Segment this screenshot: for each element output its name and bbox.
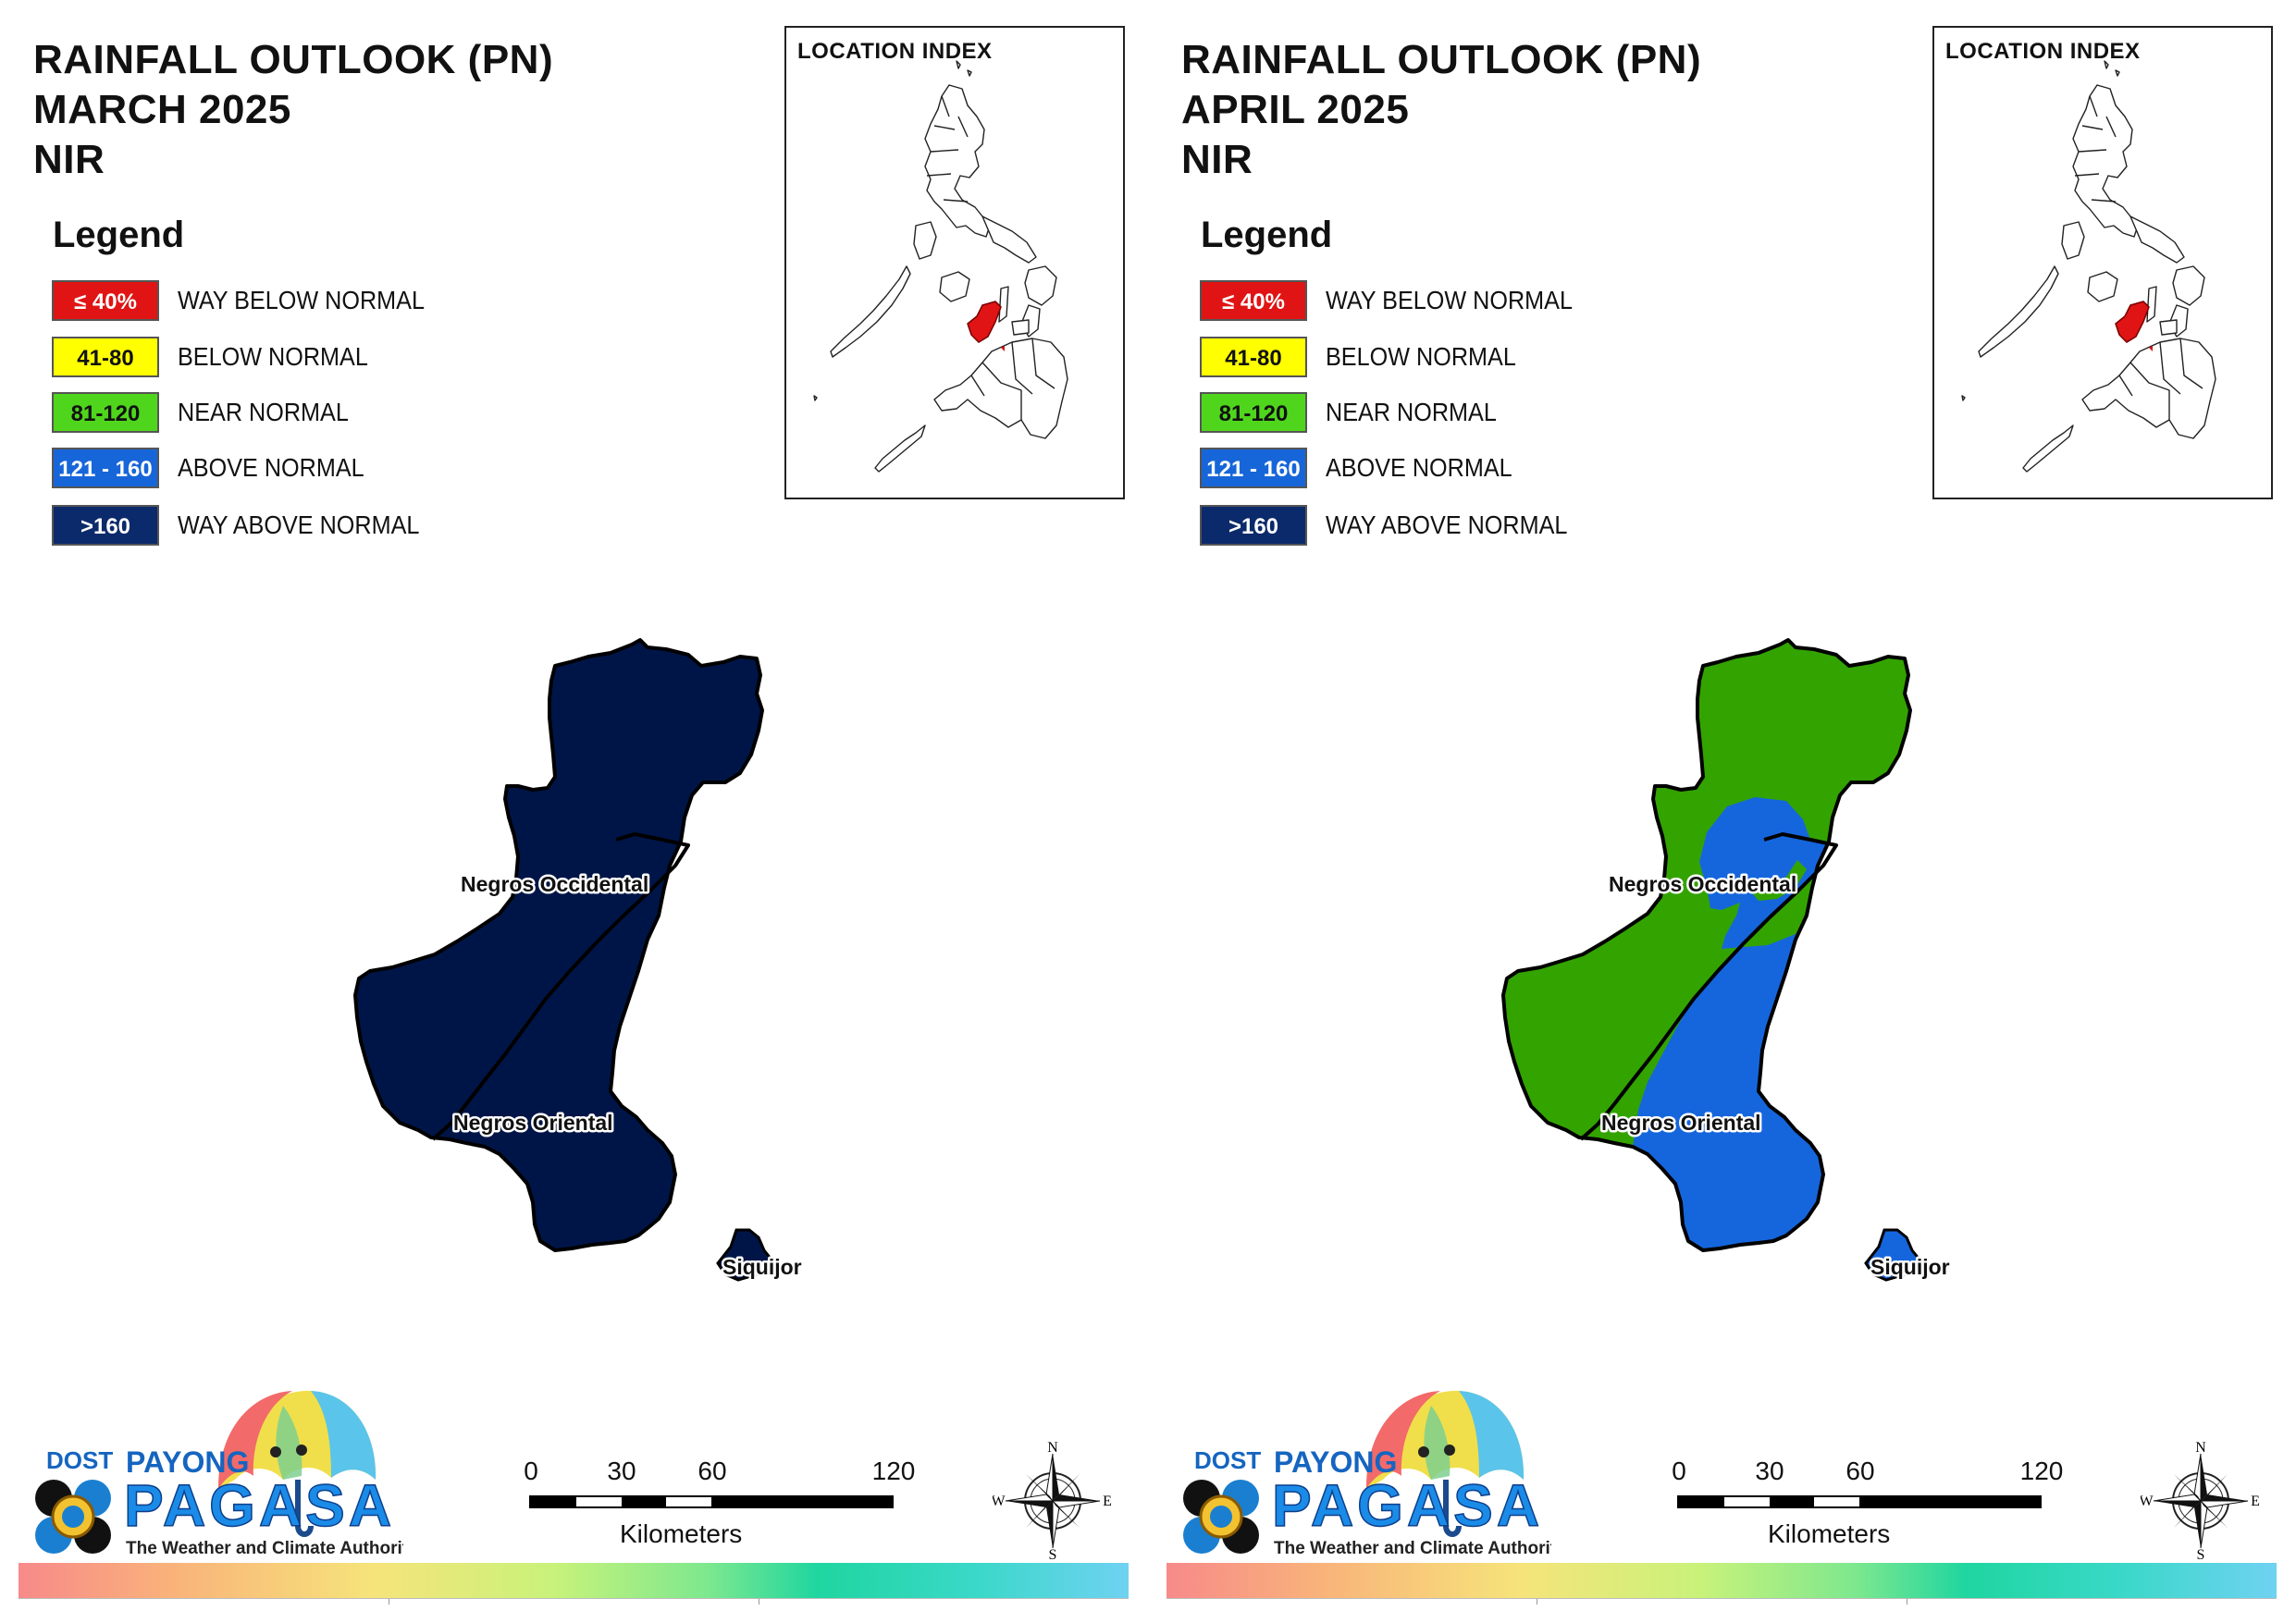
label-negros-occidental: Negros Occidental — [461, 872, 648, 896]
compass-e: E — [1103, 1494, 1112, 1509]
legend-swatch: 81-120 — [1200, 392, 1307, 433]
map-title-region: NIR — [33, 137, 105, 182]
scale-tick-120: 120 — [871, 1457, 916, 1485]
map-title-month: MARCH 2025 — [33, 87, 291, 132]
map-title: RAINFALL OUTLOOK (PN) MARCH 2025 NIR — [33, 35, 553, 185]
compass-n: N — [2195, 1441, 2206, 1456]
compass-e: E — [2251, 1494, 2260, 1509]
legend-title: Legend — [53, 215, 185, 255]
legend-title: Legend — [1201, 215, 1333, 255]
legend-swatch: 41-80 — [52, 337, 159, 377]
scale-tick-0: 0 — [1672, 1457, 1686, 1485]
legend-label: WAY ABOVE NORMAL — [178, 510, 420, 539]
philippines-index-map — [813, 60, 1068, 473]
compass-s: S — [1049, 1547, 1057, 1561]
location-index-title: LOCATION INDEX — [1945, 39, 2141, 64]
legend-label: WAY ABOVE NORMAL — [1326, 510, 1568, 539]
strip-ticks — [19, 1598, 1129, 1605]
scale-bar: 0 30 60 120 Kilometers — [518, 1457, 944, 1558]
outlook-panel-april: RAINFALL OUTLOOK (PN) APRIL 2025 NIR Leg… — [1148, 0, 2296, 1623]
legend-label: WAY BELOW NORMAL — [1326, 286, 1573, 314]
legend-label: NEAR NORMAL — [1326, 398, 1497, 426]
compass-rose-icon: N E S W — [2141, 1441, 2260, 1561]
compass-s: S — [2197, 1547, 2205, 1561]
rainfall-region-primary — [355, 640, 762, 1250]
logo-brand-line2: PAGASA — [124, 1472, 395, 1539]
payong-pagasa-logo: DOST PAYONG PAGASA The Weather and Clima… — [33, 1387, 418, 1563]
logo-brand-line1: PAYONG — [126, 1445, 249, 1479]
legend-swatch: >160 — [52, 505, 159, 546]
logo-agency: DOST — [46, 1446, 113, 1474]
scale-tick-30: 30 — [607, 1457, 636, 1485]
scale-segments — [1677, 1495, 2042, 1508]
logo-agency: DOST — [1194, 1446, 1261, 1474]
label-siquijor: Siquijor — [1870, 1255, 1950, 1279]
rainfall-region-secondary — [1633, 797, 1851, 1250]
legend-swatch: 121 - 160 — [52, 448, 159, 488]
logo-graphic: DOST PAYONG PAGASA The Weather and Clima… — [1183, 1390, 1566, 1558]
map-title-line1: RAINFALL OUTLOOK (PN) — [1181, 37, 1702, 82]
scale-tick-60: 60 — [1845, 1457, 1875, 1485]
legend-label: NEAR NORMAL — [178, 398, 349, 426]
compass-n: N — [1047, 1441, 1058, 1456]
legend-swatch: 81-120 — [52, 392, 159, 433]
logo-tagline: The Weather and Climate Authority — [1274, 1539, 1551, 1558]
outlook-panel-march: RAINFALL OUTLOOK (PN) MARCH 2025 NIR Leg… — [19, 26, 1129, 1605]
legend-label: WAY BELOW NORMAL — [178, 286, 425, 314]
provincial-boundary — [431, 832, 690, 1141]
location-index: LOCATION INDEX — [1932, 26, 2273, 499]
label-negros-oriental: Negros Oriental — [453, 1111, 613, 1135]
siquijor-island — [716, 1228, 773, 1282]
provincial-boundary — [1579, 832, 1838, 1141]
scale-tick-120: 120 — [2019, 1457, 2064, 1485]
nir-highlight — [2115, 301, 2150, 343]
label-negros-oriental: Negros Oriental — [1601, 1111, 1761, 1135]
scale-tick-60: 60 — [697, 1457, 727, 1485]
rainfall-map: Negros Occidental Negros Oriental Siquij… — [353, 638, 804, 1282]
legend-label: BELOW NORMAL — [1326, 342, 1516, 371]
siquijor-island — [1864, 1228, 1921, 1282]
label-siquijor: Siquijor — [722, 1255, 802, 1279]
payong-pagasa-logo: DOST PAYONG PAGASA The Weather and Clima… — [1181, 1387, 1566, 1563]
legend-label: ABOVE NORMAL — [1326, 453, 1512, 482]
scale-unit: Kilometers — [620, 1519, 743, 1548]
label-negros-occidental: Negros Occidental — [1609, 872, 1796, 896]
negros-island — [353, 638, 764, 1252]
color-strip — [19, 1563, 1129, 1598]
logo-brand-line1: PAYONG — [1274, 1445, 1397, 1479]
map-title-region: NIR — [1181, 137, 1253, 182]
nir-highlight — [967, 301, 1002, 343]
rainfall-map: Negros Occidental Negros Oriental Siquij… — [1501, 638, 1952, 1282]
location-index: LOCATION INDEX — [784, 26, 1125, 499]
legend-label: ABOVE NORMAL — [178, 453, 364, 482]
map-title-line1: RAINFALL OUTLOOK (PN) — [33, 37, 554, 82]
legend-swatch: 41-80 — [1200, 337, 1307, 377]
scale-bar: 0 30 60 120 Kilometers — [1666, 1457, 2092, 1558]
compass-w: W — [993, 1494, 1006, 1509]
logo-brand-line2: PAGASA — [1272, 1472, 1543, 1539]
logo-graphic: DOST PAYONG PAGASA The Weather and Clima… — [35, 1390, 418, 1558]
legend-swatch: 121 - 160 — [1200, 448, 1307, 488]
scale-unit: Kilometers — [1768, 1519, 1891, 1548]
scale-segments — [529, 1495, 894, 1508]
compass-w: W — [2141, 1494, 2154, 1509]
map-title-month: APRIL 2025 — [1181, 87, 1410, 132]
negros-island — [1501, 638, 1912, 1252]
scale-tick-30: 30 — [1755, 1457, 1784, 1485]
logo-tagline: The Weather and Climate Authority — [126, 1539, 403, 1558]
rainfall-region-primary — [1503, 640, 1910, 1250]
compass-rose-icon: N E S W — [993, 1441, 1112, 1561]
color-strip — [1167, 1563, 2277, 1598]
legend-swatch: >160 — [1200, 505, 1307, 546]
strip-ticks — [1167, 1598, 2277, 1605]
legend-label: BELOW NORMAL — [178, 342, 368, 371]
legend-swatch: ≤ 40% — [1200, 280, 1307, 321]
scale-tick-0: 0 — [524, 1457, 538, 1485]
location-index-title: LOCATION INDEX — [797, 39, 993, 64]
map-title: RAINFALL OUTLOOK (PN) APRIL 2025 NIR — [1181, 35, 1701, 185]
philippines-index-map — [1961, 60, 2216, 473]
legend-swatch: ≤ 40% — [52, 280, 159, 321]
